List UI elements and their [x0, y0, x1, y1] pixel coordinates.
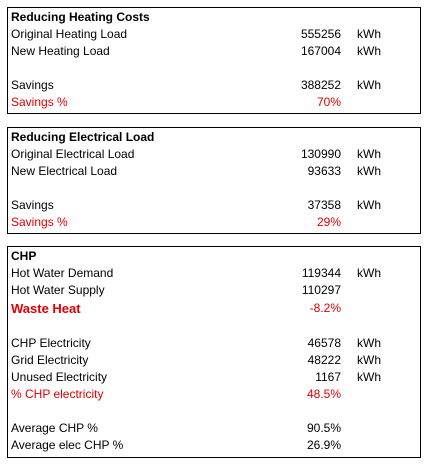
electrical-new-row: New Electrical Load 93633 kWh — [8, 163, 420, 180]
new-electrical-load-value: 93633 — [307, 164, 341, 178]
unused-electricity-unit: kWh — [357, 370, 381, 384]
heating-title-row: Reducing Heating Costs — [8, 9, 420, 26]
original-heating-load-value: 555256 — [300, 27, 341, 41]
hot-water-demand-unit: kWh — [357, 266, 381, 280]
heating-savings-pct-row: Savings % 70% — [8, 94, 420, 111]
original-electrical-load-label: Original Electrical Load — [11, 147, 135, 161]
hot-water-supply-label: Hot Water Supply — [11, 283, 105, 297]
original-heating-load-label: Original Heating Load — [11, 27, 128, 41]
average-chp-value: 90.5% — [306, 421, 341, 435]
chp-electricity-pct-row: % CHP electricity 48.5% — [8, 386, 420, 403]
hot-water-demand-label: Hot Water Demand — [11, 266, 114, 280]
spacer — [8, 180, 420, 197]
average-chp-label: Average CHP % — [11, 421, 98, 435]
electrical-savings-pct-label: Savings % — [11, 215, 68, 229]
heating-title: Reducing Heating Costs — [11, 10, 150, 24]
electrical-savings-pct-value: 29% — [316, 215, 341, 229]
average-elec-chp-label: Average elec CHP % — [11, 438, 124, 452]
chp-electricity-unit: kWh — [357, 336, 381, 350]
electrical-savings-value: 37358 — [307, 198, 341, 212]
grid-electricity-label: Grid Electricity — [11, 353, 89, 367]
unused-electricity-label: Unused Electricity — [11, 370, 108, 384]
grid-electricity-value: 48222 — [307, 353, 341, 367]
spacer — [8, 403, 420, 420]
electrical-load-panel: Reducing Electrical Load Original Electr… — [7, 127, 421, 234]
electrical-savings-unit: kWh — [357, 198, 381, 212]
new-heating-load-value: 167004 — [300, 44, 341, 58]
unused-electricity-value: 1167 — [315, 370, 341, 384]
chp-electricity-row: CHP Electricity 46578 kWh — [8, 335, 420, 352]
waste-heat-row: Waste Heat -8.2% — [8, 299, 420, 318]
spacer — [8, 60, 420, 77]
waste-heat-value: -8.2% — [309, 301, 341, 315]
hot-water-demand-value: 119344 — [301, 266, 341, 280]
hot-water-demand-row: Hot Water Demand 119344 kWh — [8, 265, 420, 282]
heating-original-row: Original Heating Load 555256 kWh — [8, 26, 420, 43]
heating-savings-value: 388252 — [300, 78, 341, 92]
chp-electricity-label: CHP Electricity — [11, 336, 91, 350]
electrical-title-row: Reducing Electrical Load — [8, 129, 420, 146]
electrical-savings-pct-row: Savings % 29% — [8, 214, 420, 231]
original-electrical-load-unit: kWh — [357, 147, 381, 161]
original-heating-load-unit: kWh — [357, 27, 381, 41]
grid-electricity-unit: kWh — [357, 353, 381, 367]
chp-title: CHP — [11, 249, 37, 263]
heating-costs-panel: Reducing Heating Costs Original Heating … — [7, 7, 421, 114]
grid-electricity-row: Grid Electricity 48222 kWh — [8, 352, 420, 369]
new-electrical-load-label: New Electrical Load — [11, 164, 118, 178]
heating-savings-pct-value: 70% — [316, 95, 341, 109]
spacer — [8, 318, 420, 335]
unused-electricity-row: Unused Electricity 1167 kWh — [8, 369, 420, 386]
hot-water-supply-value: 110297 — [301, 283, 341, 297]
average-elec-chp-row: Average elec CHP % 26.9% — [8, 437, 420, 454]
heating-savings-row: Savings 388252 kWh — [8, 77, 420, 94]
chp-title-row: CHP — [8, 248, 420, 265]
heating-savings-unit: kWh — [357, 78, 381, 92]
original-electrical-load-value: 130990 — [300, 147, 341, 161]
chp-electricity-pct-value: 48.5% — [306, 387, 341, 401]
average-chp-row: Average CHP % 90.5% — [8, 420, 420, 437]
electrical-savings-label: Savings — [11, 198, 54, 212]
new-electrical-load-unit: kWh — [357, 164, 381, 178]
chp-electricity-value: 46578 — [307, 336, 341, 350]
new-heating-load-unit: kWh — [357, 44, 381, 58]
electrical-title: Reducing Electrical Load — [11, 130, 155, 144]
hot-water-supply-row: Hot Water Supply 110297 — [8, 282, 420, 299]
chp-electricity-pct-label: % CHP electricity — [11, 387, 104, 401]
electrical-savings-row: Savings 37358 kWh — [8, 197, 420, 214]
waste-heat-label: Waste Heat — [11, 301, 81, 316]
heating-new-row: New Heating Load 167004 kWh — [8, 43, 420, 60]
chp-panel: CHP Hot Water Demand 119344 kWh Hot Wate… — [7, 246, 421, 458]
heating-savings-label: Savings — [11, 78, 54, 92]
new-heating-load-label: New Heating Load — [11, 44, 110, 58]
average-elec-chp-value: 26.9% — [306, 438, 341, 452]
electrical-original-row: Original Electrical Load 130990 kWh — [8, 146, 420, 163]
heating-savings-pct-label: Savings % — [11, 95, 68, 109]
